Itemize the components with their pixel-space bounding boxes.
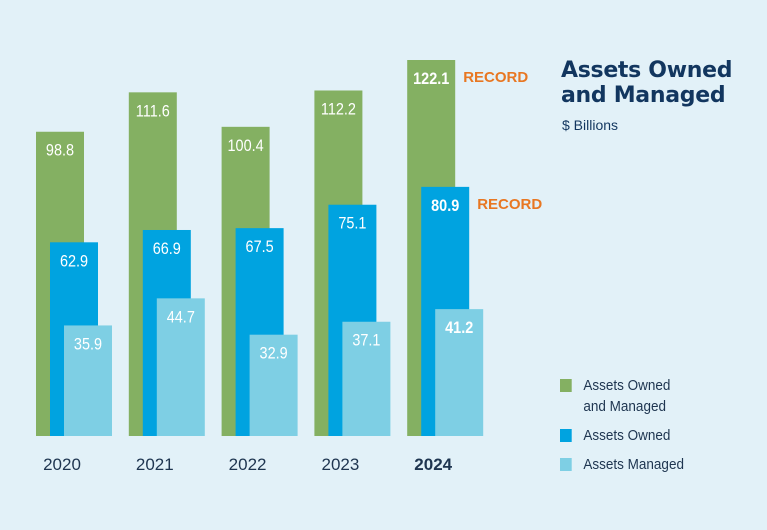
legend-item-owned-and-managed: Assets Owned and Managed: [560, 375, 691, 417]
legend-swatch: [560, 458, 572, 471]
data-label: 98.8: [46, 142, 74, 160]
bar-2022-2: [249, 334, 298, 436]
x-tick-label: 2024: [414, 455, 452, 474]
data-label: 41.2: [445, 319, 473, 337]
data-label: 122.1: [413, 70, 449, 88]
legend: Assets Owned and Managed Assets Owned As…: [560, 375, 706, 483]
x-tick-label: 2022: [229, 455, 267, 474]
legend-item-owned: Assets Owned: [560, 425, 691, 446]
x-tick-label: 2023: [321, 455, 359, 474]
record-annotation: RECORD: [463, 69, 528, 86]
data-label: 112.2: [321, 100, 356, 118]
x-tick-label: 2020: [43, 455, 81, 474]
legend-label: Assets Owned: [583, 427, 671, 444]
data-label: 66.9: [153, 240, 181, 258]
data-label: 35.9: [74, 335, 102, 353]
legend-label: Assets Managed: [583, 456, 684, 473]
legend-swatch: [560, 379, 572, 392]
legend-label: Assets Owned and Managed: [583, 377, 671, 415]
bar-2021-2: [156, 298, 205, 436]
data-label: 44.7: [167, 308, 195, 326]
chart-title: Assets Owned and Managed: [561, 58, 733, 108]
x-tick-label: 2021: [136, 455, 174, 474]
data-label: 67.5: [246, 238, 274, 256]
data-label: 37.1: [352, 332, 380, 350]
data-label: 80.9: [431, 197, 459, 215]
chart-subtitle: $ Billions: [562, 117, 619, 133]
bar-2020-2: [64, 325, 112, 436]
bar-2024-2: [435, 309, 484, 436]
bar-2023-2: [342, 321, 391, 436]
data-label: 62.9: [60, 252, 88, 270]
data-label: 100.4: [228, 137, 264, 155]
data-label: 111.6: [136, 102, 170, 120]
legend-item-managed: Assets Managed: [560, 454, 691, 475]
legend-swatch: [560, 429, 572, 442]
record-annotation: RECORD: [477, 196, 542, 213]
data-label: 32.9: [260, 345, 288, 363]
data-label: 75.1: [338, 215, 366, 233]
